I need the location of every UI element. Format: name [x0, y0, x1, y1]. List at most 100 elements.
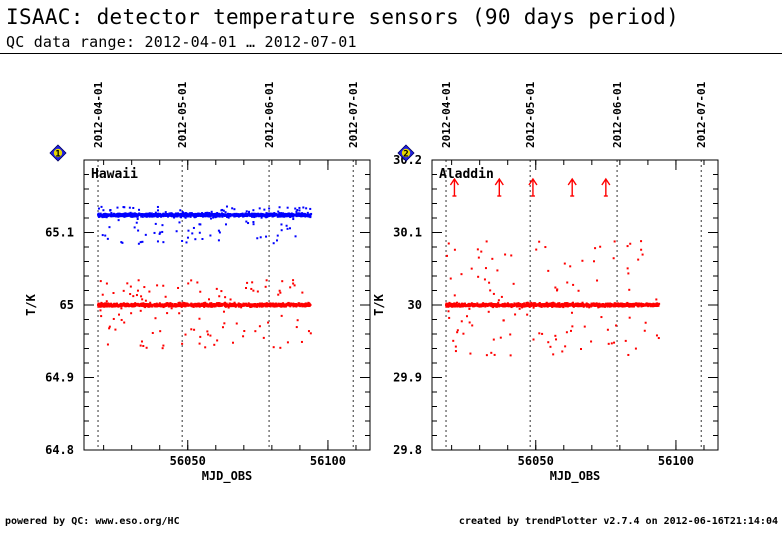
data-point [517, 305, 520, 308]
data-point [515, 303, 518, 306]
data-point [162, 213, 165, 216]
data-point [612, 305, 615, 308]
data-point [583, 325, 586, 328]
data-point [281, 280, 284, 283]
data-point [492, 292, 495, 295]
data-point [541, 332, 544, 335]
data-point [271, 215, 274, 218]
data-point [150, 214, 153, 217]
data-point [628, 305, 631, 308]
data-point [563, 262, 566, 265]
data-point [135, 221, 138, 224]
data-point [504, 304, 507, 307]
data-point [102, 209, 105, 212]
data-point [178, 312, 181, 315]
data-point [108, 226, 111, 229]
data-point [478, 304, 481, 307]
data-point [97, 305, 100, 308]
data-point [102, 214, 105, 217]
data-point [224, 304, 227, 307]
data-point [140, 213, 143, 216]
data-point [569, 304, 572, 307]
data-point [547, 341, 550, 344]
panel-index-number: 2 [403, 150, 408, 160]
data-point [159, 330, 162, 333]
data-point [172, 213, 175, 216]
data-point [97, 214, 100, 217]
data-point [151, 331, 154, 334]
data-point [226, 215, 229, 218]
data-point [544, 246, 547, 249]
data-point [179, 302, 182, 305]
data-point [307, 330, 310, 333]
data-point [252, 303, 255, 306]
data-point [281, 302, 284, 305]
data-point [450, 305, 453, 308]
data-point [192, 214, 195, 217]
data-point [604, 305, 607, 308]
data-point [532, 302, 535, 305]
data-point [175, 212, 178, 215]
data-point [260, 304, 263, 307]
data-point [645, 302, 648, 305]
data-point [619, 304, 622, 307]
data-point [554, 334, 557, 337]
data-point [216, 339, 219, 342]
data-point [275, 303, 278, 306]
data-point [499, 304, 502, 307]
data-point [189, 215, 192, 218]
data-point [554, 286, 557, 289]
data-point [576, 302, 579, 305]
data-point [453, 248, 456, 251]
data-point [245, 287, 248, 290]
data-point [229, 304, 232, 307]
data-point [642, 304, 645, 307]
data-point [637, 305, 640, 308]
out-of-range-arrow-head [494, 177, 504, 186]
data-point [180, 304, 183, 307]
data-point [276, 234, 279, 237]
data-point [447, 242, 450, 245]
data-point [183, 301, 186, 304]
data-point [198, 342, 201, 345]
data-point [97, 213, 100, 216]
data-point [220, 290, 223, 293]
data-point [266, 212, 269, 215]
data-point [229, 298, 232, 301]
data-point [201, 237, 204, 240]
data-point [224, 211, 227, 214]
data-point [205, 212, 208, 215]
data-point [477, 303, 480, 306]
data-point [123, 321, 126, 324]
data-point [178, 221, 181, 224]
data-point [204, 215, 207, 218]
data-point [228, 302, 231, 305]
data-point [594, 247, 597, 250]
data-point [518, 304, 521, 307]
data-point [295, 326, 298, 329]
data-point [596, 304, 599, 307]
data-point [256, 237, 259, 240]
data-point [170, 214, 173, 217]
data-point [479, 303, 482, 306]
data-point [306, 211, 309, 214]
data-point [626, 267, 629, 270]
data-point [292, 279, 295, 282]
data-point [118, 214, 121, 217]
data-point [299, 304, 302, 307]
data-point [648, 302, 651, 305]
data-point [594, 304, 597, 307]
data-point [126, 282, 129, 285]
data-point [129, 285, 132, 288]
data-point [455, 304, 458, 307]
data-point [99, 212, 102, 215]
data-point [247, 214, 250, 217]
data-point [138, 208, 141, 211]
data-point [657, 337, 660, 340]
data-point [242, 213, 245, 216]
out-of-range-arrow-head [449, 177, 460, 186]
y-tick-label: 29.9 [393, 371, 422, 385]
data-point [206, 330, 209, 333]
data-point [614, 303, 617, 306]
data-point [572, 303, 575, 306]
